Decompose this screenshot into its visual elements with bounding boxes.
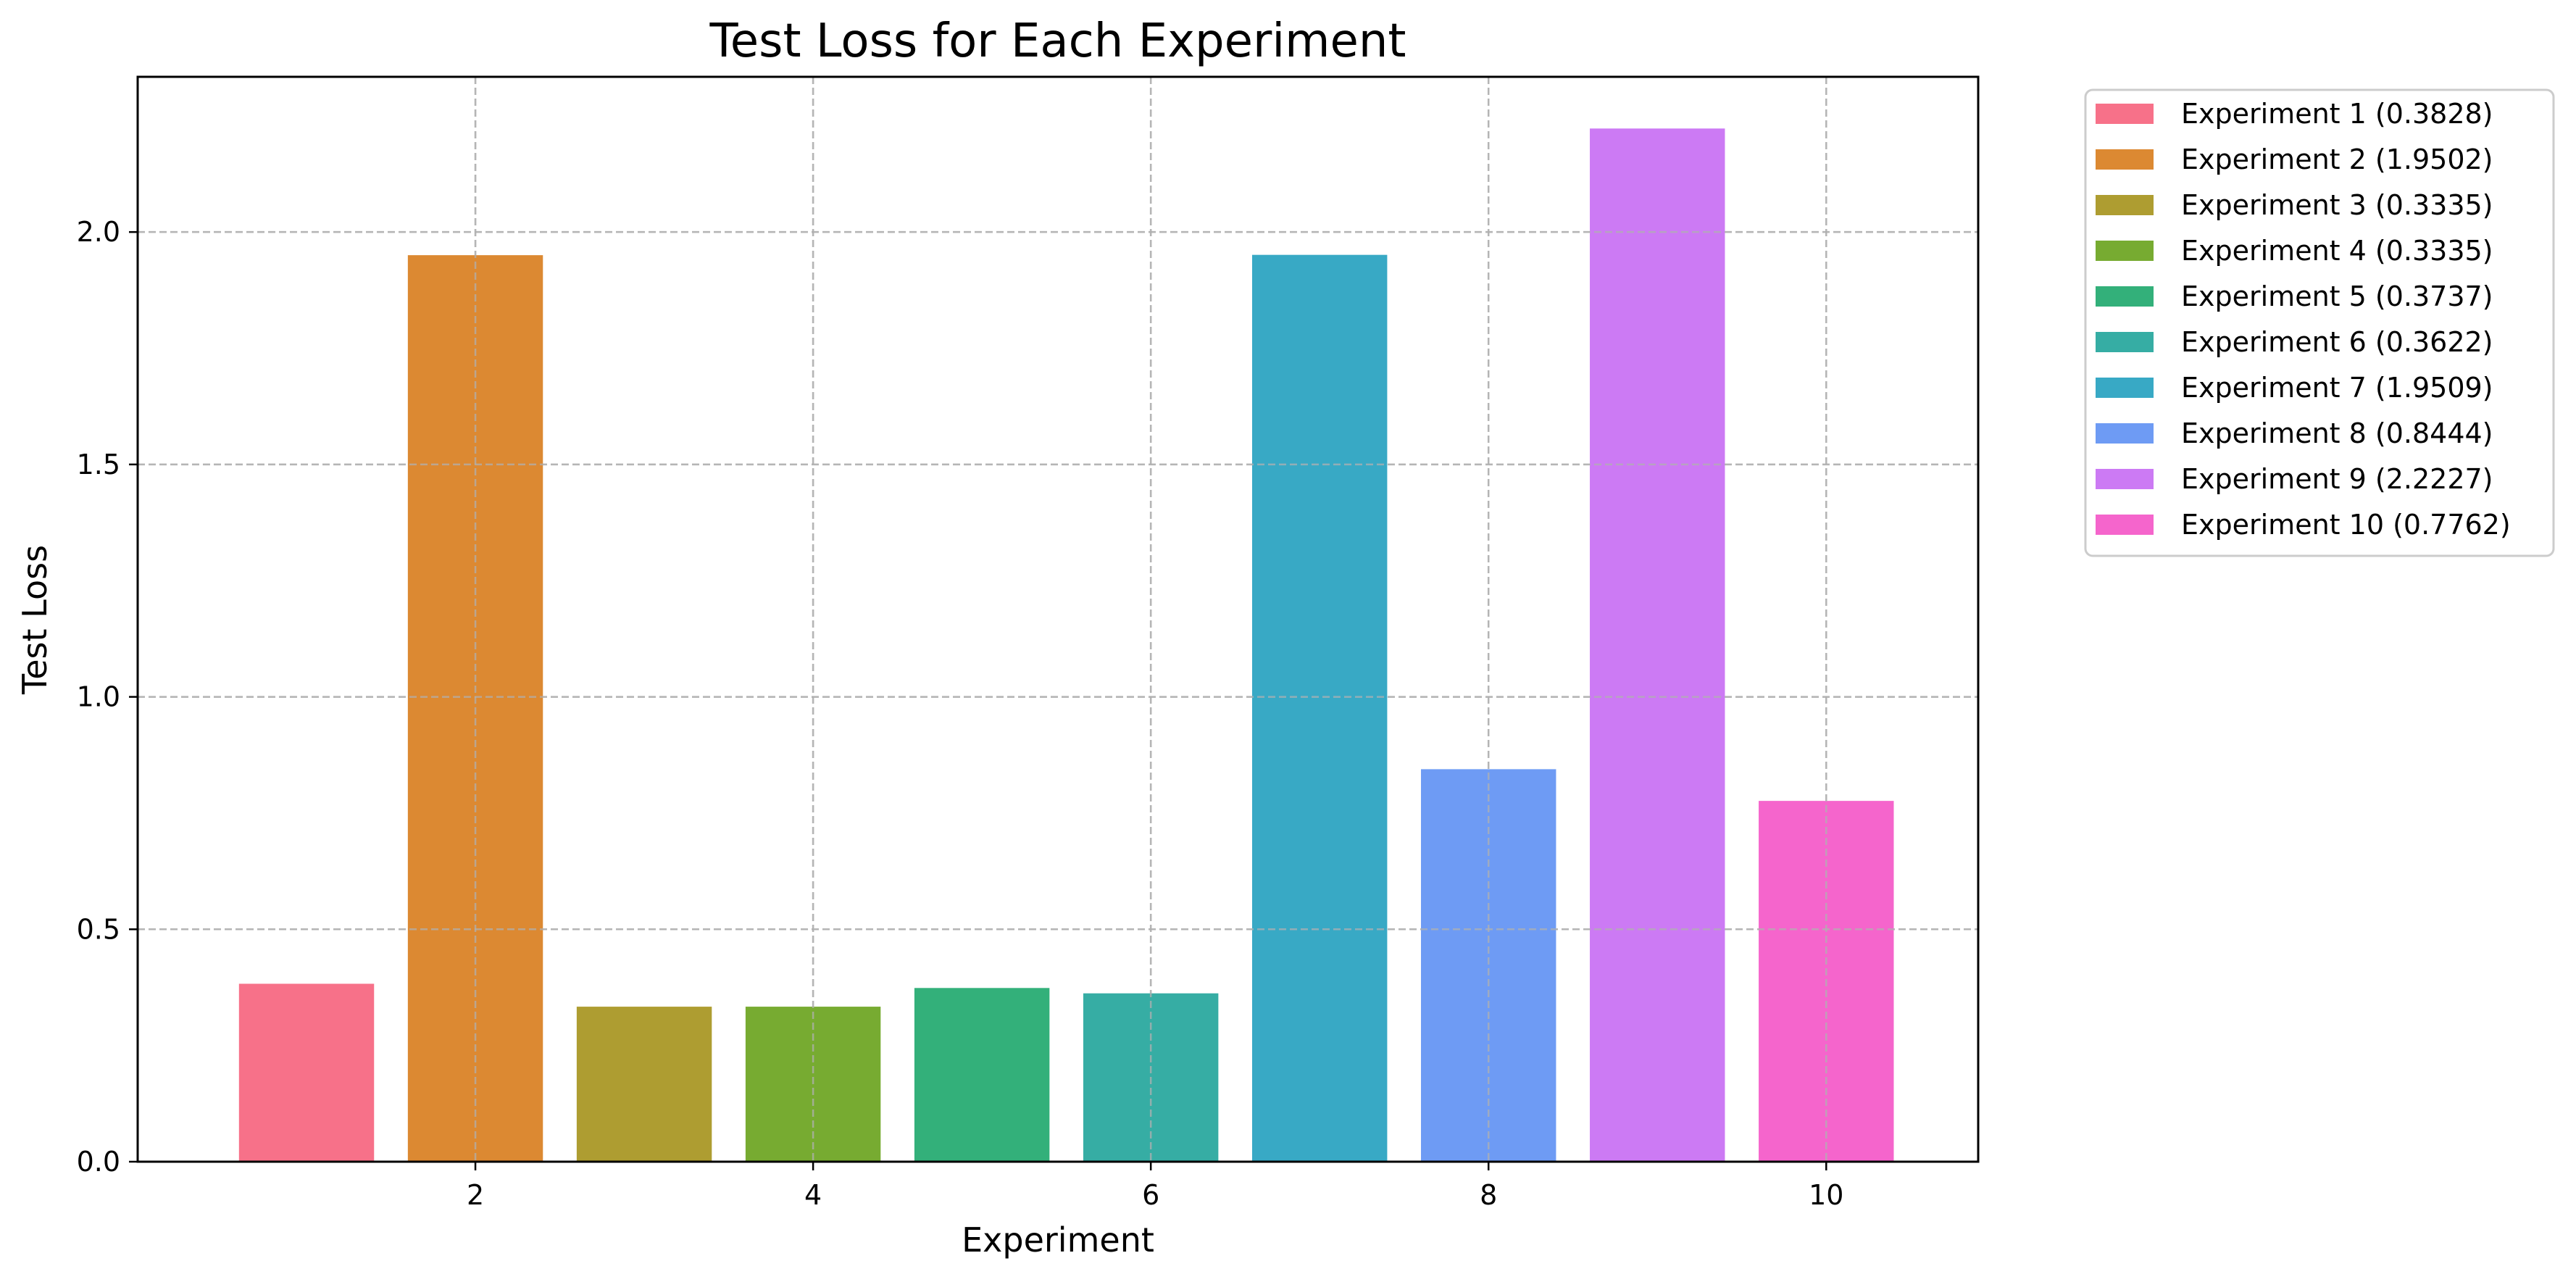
legend: Experiment 1 (0.3828) Experiment 2 (1.950…	[2084, 88, 2555, 557]
legend-swatch	[2096, 195, 2154, 215]
bar-experiment-3	[576, 1007, 712, 1162]
plot-frame	[136, 75, 1980, 1163]
x-tick-label: 6	[1142, 1179, 1159, 1211]
legend-swatch	[2096, 378, 2154, 398]
legend-label: Experiment 3 (0.3335)	[2181, 189, 2493, 221]
legend-label: Experiment 8 (0.8444)	[2181, 417, 2493, 449]
y-tick-label: 1.0	[77, 681, 120, 713]
legend-swatch	[2096, 332, 2154, 352]
bars	[138, 77, 1978, 1163]
legend-swatch	[2096, 469, 2154, 489]
legend-label: Experiment 9 (2.2227)	[2181, 463, 2493, 495]
legend-label: Experiment 1 (0.3828)	[2181, 98, 2493, 130]
x-tick-label: 8	[1480, 1179, 1497, 1211]
x-tick-label: 2	[467, 1179, 484, 1211]
y-axis-label: Test Loss	[15, 545, 54, 695]
legend-label: Experiment 7 (1.9509)	[2181, 372, 2493, 404]
y-tick-label: 2.0	[77, 216, 120, 248]
legend-swatch	[2096, 104, 2154, 124]
x-axis-label: Experiment	[962, 1220, 1154, 1260]
legend-label: Experiment 2 (1.9502)	[2181, 143, 2493, 175]
chart-title: Test Loss for Each Experiment	[709, 14, 1406, 68]
legend-label: Experiment 5 (0.3737)	[2181, 280, 2493, 312]
x-tick-label: 10	[1809, 1179, 1843, 1211]
y-tick-label: 0.5	[77, 913, 120, 945]
bar-experiment-7	[1251, 254, 1388, 1162]
bar-experiment-9	[1590, 128, 1725, 1162]
legend-swatch	[2096, 423, 2154, 444]
legend-label: Experiment 10 (0.7762)	[2181, 509, 2511, 541]
x-tick-label: 4	[804, 1179, 822, 1211]
axis-ticks: 0.0 0.5 1.0 1.5 2.0 2 4 6 8 10	[77, 216, 1844, 1211]
legend-frame	[2084, 88, 2555, 557]
legend-swatch	[2096, 286, 2154, 307]
bar-experiment-1	[238, 983, 375, 1162]
y-tick-label: 0.0	[77, 1146, 120, 1178]
legend-label: Experiment 6 (0.3622)	[2181, 326, 2493, 358]
legend-label: Experiment 4 (0.3335)	[2181, 235, 2493, 267]
bar-experiment-8	[1421, 769, 1556, 1162]
y-tick-label: 1.5	[77, 449, 120, 480]
legend-swatch	[2096, 241, 2154, 261]
legend-swatch	[2096, 149, 2154, 170]
legend-swatch	[2096, 515, 2154, 535]
bar-experiment-5	[914, 988, 1050, 1162]
